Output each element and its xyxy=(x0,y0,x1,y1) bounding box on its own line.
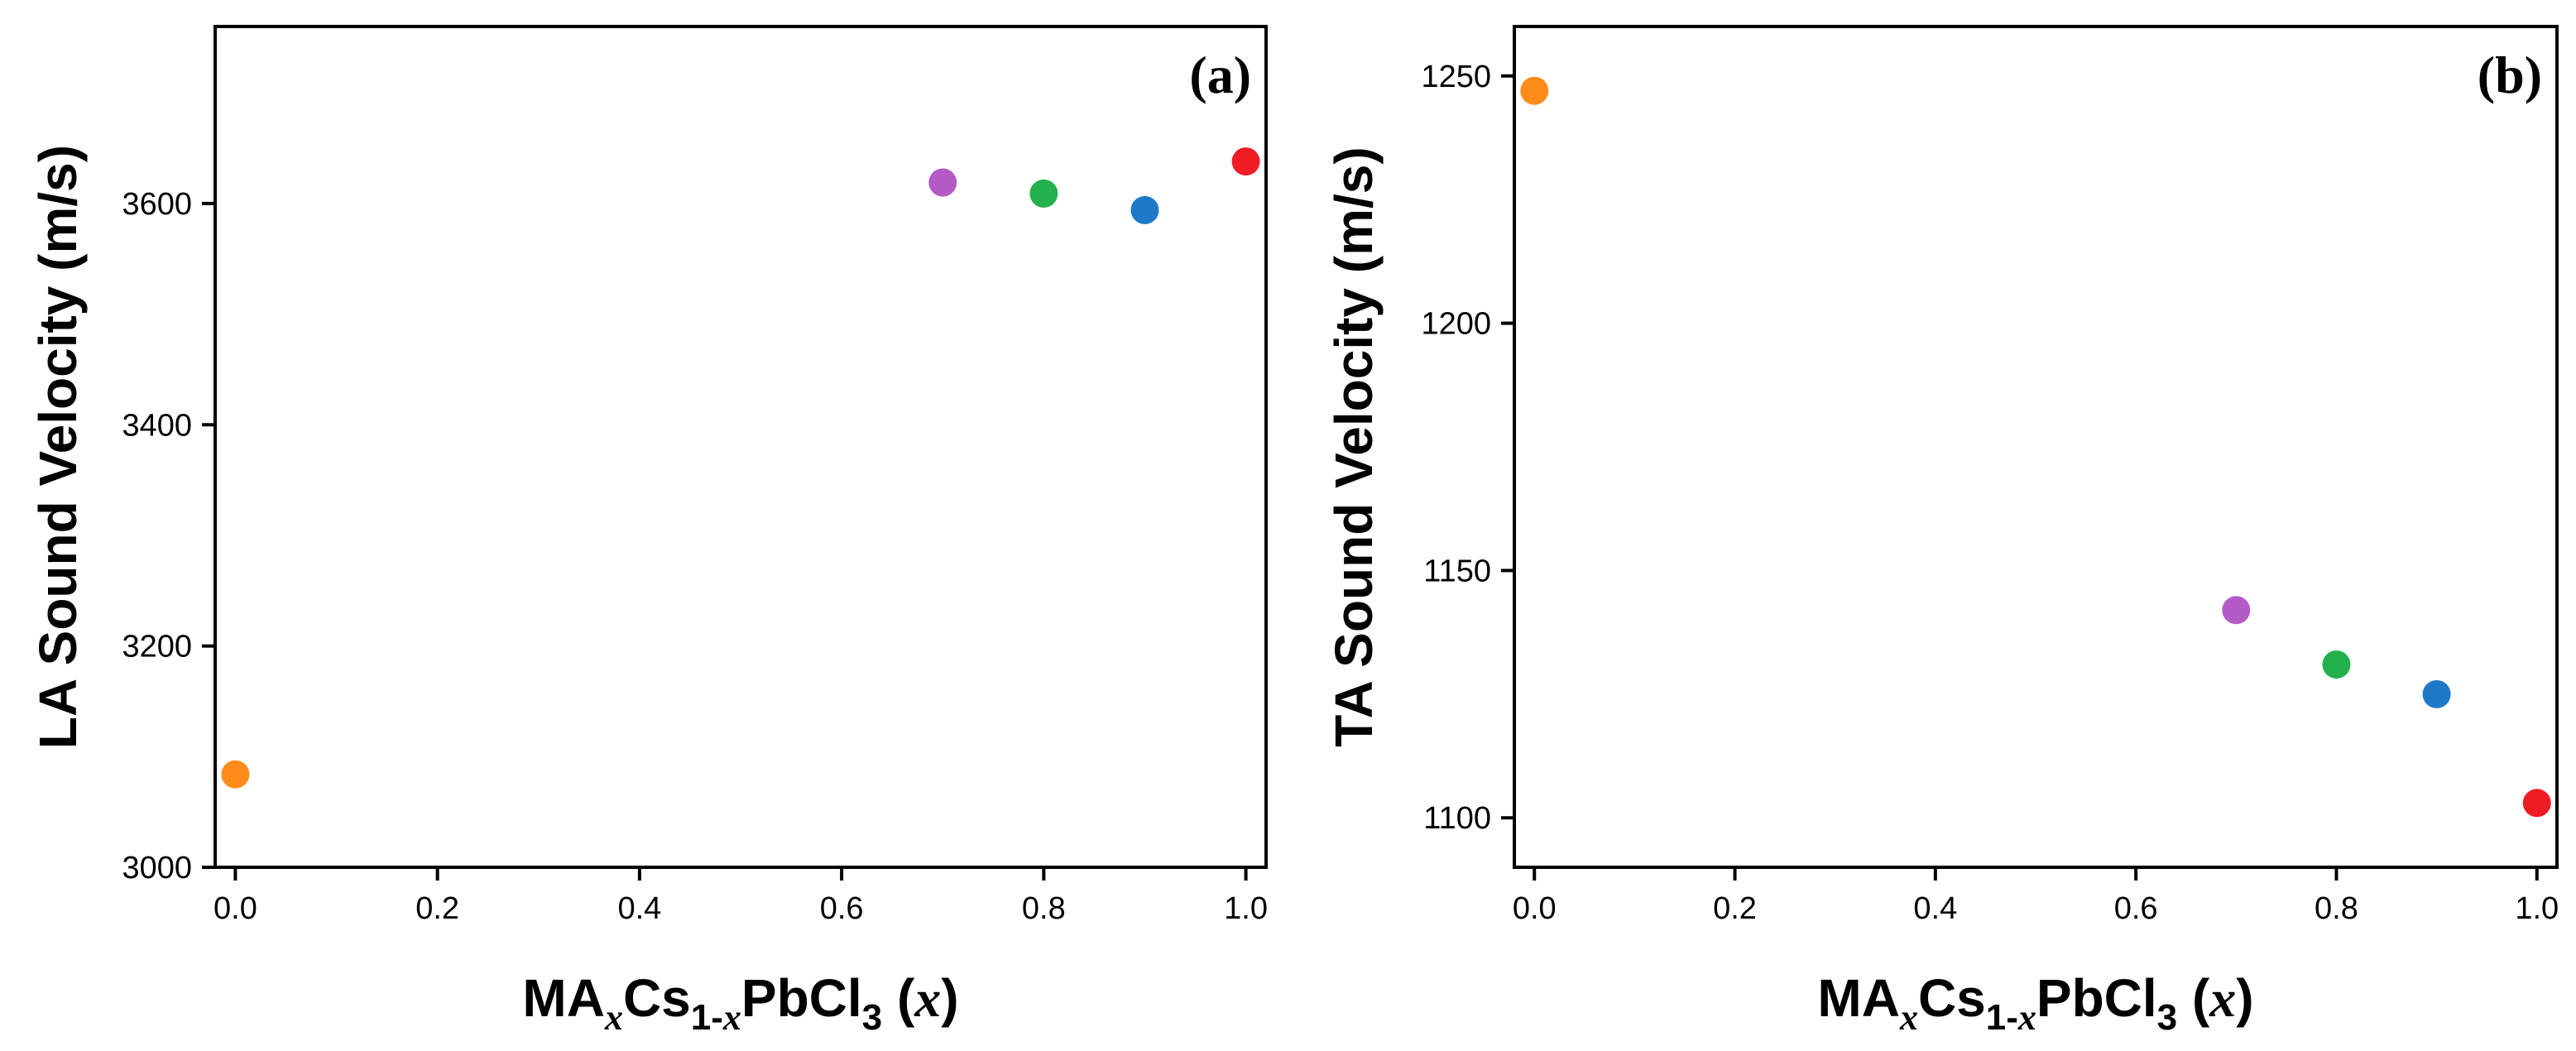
panel-label: (a) xyxy=(1189,46,1251,104)
x-tick-label: 0.6 xyxy=(2114,891,2158,926)
x-tick-label: 0.0 xyxy=(1513,891,1557,926)
panel-b: 0.0 0.2 0.4 0.6 0.8 1.0 1100 1150 1200 1250 (b) TA … xyxy=(1324,25,2559,1038)
x-tick-label: 0.4 xyxy=(1913,891,1957,926)
x-axis-title-part: ) xyxy=(2236,968,2253,1028)
x-tick-label: 0.2 xyxy=(1713,891,1757,926)
x-axis-title-part: PbCl xyxy=(741,968,862,1028)
x-axis-title-part: PbCl xyxy=(2036,968,2157,1028)
x-axis-title-part: 1- xyxy=(691,997,723,1038)
x-axis-title-part: 3 xyxy=(862,997,882,1038)
x-axis-title-part: x xyxy=(1899,997,1918,1038)
y-tick-label: 1250 xyxy=(1421,60,1491,94)
x-axis-title-part: MA xyxy=(522,968,605,1028)
y-tick-label: 3000 xyxy=(122,851,192,885)
x-axis-title-part: x xyxy=(604,997,623,1038)
x-axis-title: MAxCs1-xPbCl3 (x) xyxy=(522,968,958,1038)
x-tick-label: 1.0 xyxy=(2515,891,2559,926)
x-tick-label: 0.0 xyxy=(213,891,257,926)
x-axis-title-part: 1- xyxy=(1986,997,2018,1038)
data-point xyxy=(1520,76,1549,105)
x-axis-title-part: ( xyxy=(882,968,915,1028)
y-tick-label: 3600 xyxy=(122,187,192,222)
y-tick-label: 3400 xyxy=(122,408,192,443)
x-axis-title-part: ( xyxy=(2177,968,2210,1028)
y-tick-label: 1100 xyxy=(1423,801,1491,836)
plot-frame xyxy=(1513,25,2559,869)
x-axis-title-part: Cs xyxy=(623,968,691,1028)
x-axis-title: MAxCs1-xPbCl3 (x) xyxy=(1817,968,2253,1038)
data-point xyxy=(1231,147,1260,176)
x-axis-title-part: x xyxy=(2209,969,2236,1028)
x-tick-label: 0.8 xyxy=(2315,891,2358,926)
x-axis-title-part: ) xyxy=(941,968,958,1028)
plot-frame xyxy=(213,25,1268,869)
y-tick-label: 1200 xyxy=(1421,307,1491,342)
data-point xyxy=(2422,679,2451,708)
panel-a: 0.0 0.2 0.4 0.6 0.8 1.0 3000 3200 3400 3600 (a) LA … xyxy=(28,25,1268,1038)
data-point xyxy=(1029,179,1058,208)
y-axis-title: TA Sound Velocity (m/s) xyxy=(1324,146,1384,746)
x-tick-label: 1.0 xyxy=(1224,891,1268,926)
panel-label: (b) xyxy=(2478,46,2542,104)
data-point xyxy=(2322,650,2351,679)
x-axis-title-part: 3 xyxy=(2157,997,2177,1038)
data-point xyxy=(221,760,250,789)
data-point xyxy=(2522,789,2551,818)
data-point xyxy=(928,168,957,197)
x-axis-title-part: x xyxy=(914,969,941,1028)
x-tick-label: 0.4 xyxy=(617,891,661,926)
x-tick-label: 0.6 xyxy=(820,891,864,926)
x-axis-title-part: Cs xyxy=(1918,968,1986,1028)
x-tick-label: 0.8 xyxy=(1022,891,1066,926)
y-tick-label: 1150 xyxy=(1423,554,1491,588)
y-tick-label: 3200 xyxy=(122,630,192,665)
data-point xyxy=(2222,596,2251,625)
x-axis-title-part: MA xyxy=(1817,968,1900,1028)
y-axis-title: LA Sound Velocity (m/s) xyxy=(28,145,88,749)
x-tick-label: 0.2 xyxy=(415,891,459,926)
data-point xyxy=(1130,195,1159,224)
x-axis-title-part: x xyxy=(722,997,741,1038)
x-axis-title-part: x xyxy=(2017,997,2036,1038)
